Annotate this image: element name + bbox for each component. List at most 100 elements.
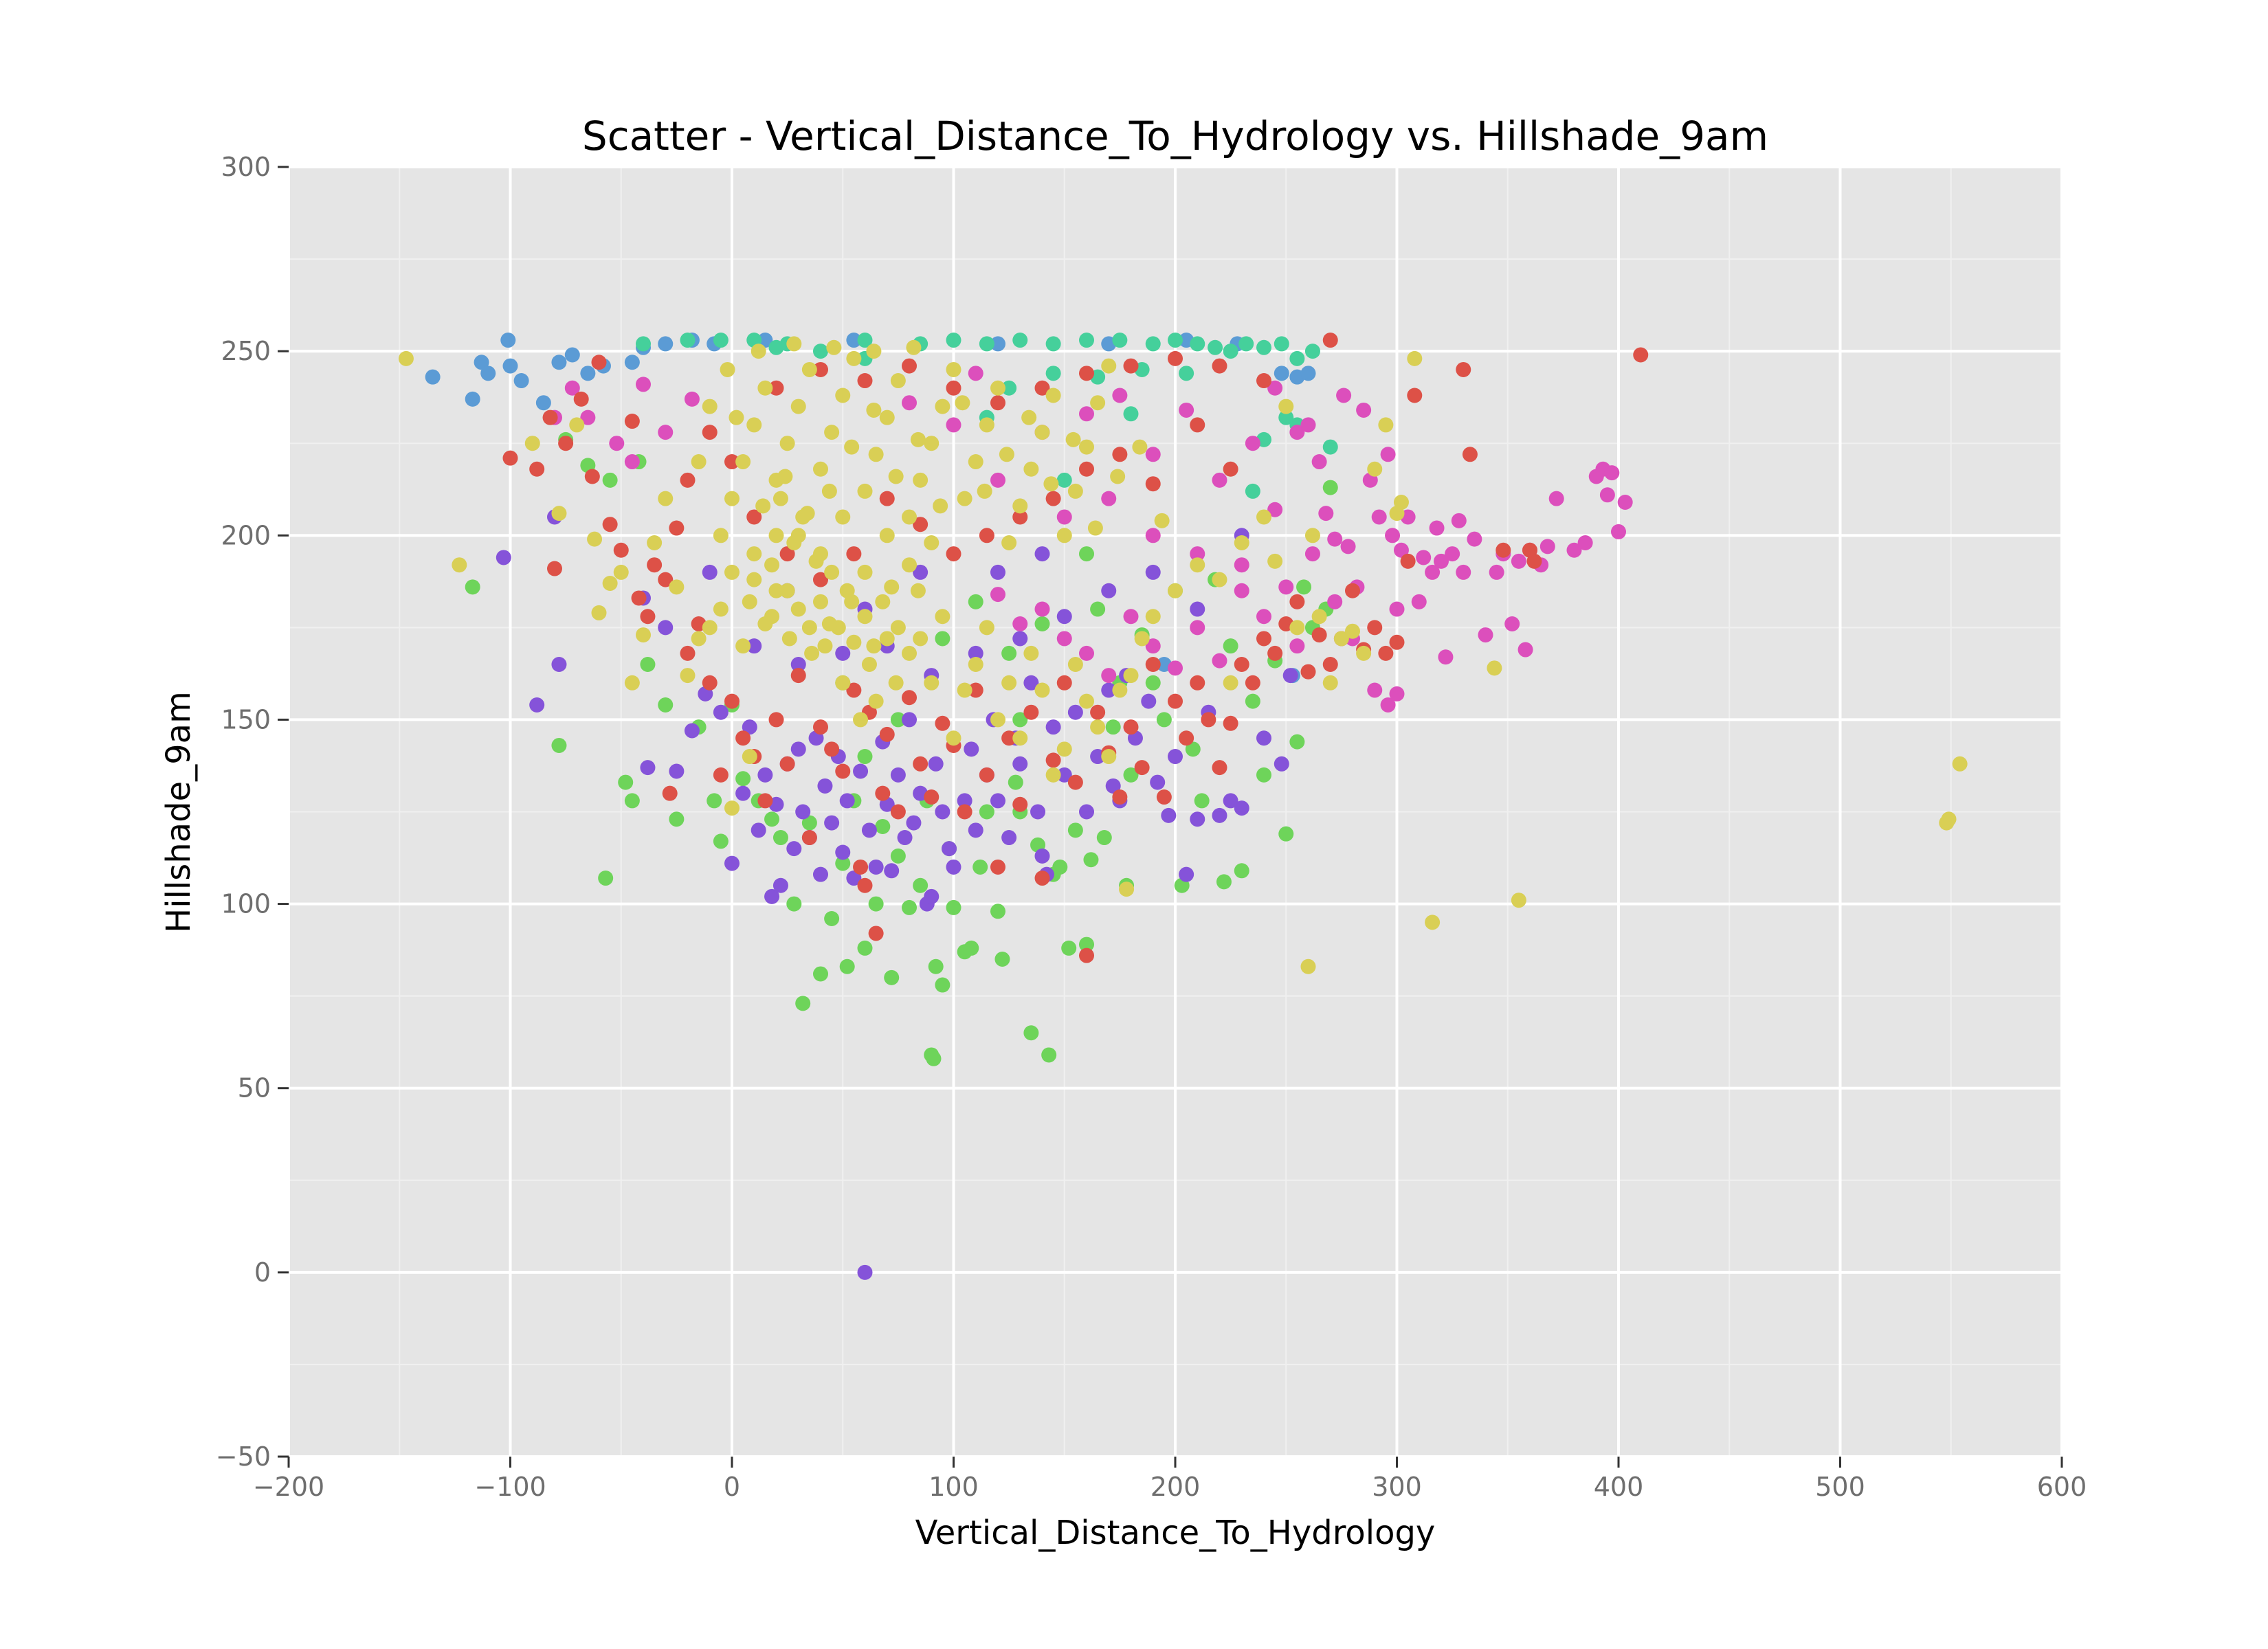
data-point bbox=[768, 583, 784, 598]
data-point bbox=[680, 668, 696, 684]
data-point bbox=[835, 509, 851, 525]
data-point bbox=[658, 620, 674, 636]
data-point bbox=[1012, 730, 1028, 746]
data-point bbox=[1256, 767, 1271, 783]
data-point bbox=[1304, 546, 1320, 562]
data-point bbox=[935, 399, 950, 414]
x-tick-label: 600 bbox=[2037, 1472, 2087, 1502]
data-point bbox=[1079, 936, 1094, 952]
data-point bbox=[890, 373, 906, 389]
data-point bbox=[1190, 620, 1205, 636]
data-point bbox=[846, 350, 862, 366]
data-point bbox=[846, 682, 862, 698]
data-point bbox=[1336, 388, 1352, 403]
data-point bbox=[801, 815, 817, 831]
data-point bbox=[636, 336, 651, 352]
data-point bbox=[1212, 760, 1227, 776]
data-point bbox=[1145, 675, 1161, 691]
data-point bbox=[772, 830, 788, 846]
data-point bbox=[1511, 553, 1526, 569]
data-point bbox=[946, 730, 961, 746]
data-point bbox=[1056, 741, 1072, 757]
data-point bbox=[1190, 811, 1205, 827]
data-point bbox=[580, 410, 596, 425]
data-point bbox=[496, 550, 511, 565]
data-point bbox=[1278, 826, 1294, 842]
data-point bbox=[1079, 366, 1094, 381]
data-point bbox=[702, 564, 718, 580]
data-point bbox=[1389, 634, 1405, 650]
data-point bbox=[1012, 631, 1028, 647]
data-point bbox=[742, 594, 757, 609]
data-point bbox=[768, 380, 784, 396]
data-point bbox=[846, 634, 862, 650]
data-point bbox=[928, 756, 944, 772]
data-point bbox=[839, 793, 855, 809]
data-point bbox=[902, 899, 917, 915]
data-point bbox=[924, 888, 940, 904]
data-point bbox=[1274, 366, 1289, 381]
data-point bbox=[1407, 388, 1423, 403]
data-point bbox=[713, 528, 729, 543]
data-point bbox=[1123, 767, 1139, 783]
data-point bbox=[1256, 373, 1271, 389]
data-point bbox=[1123, 719, 1139, 735]
data-point bbox=[1023, 675, 1039, 691]
data-point bbox=[1511, 893, 1526, 908]
data-point bbox=[979, 804, 994, 820]
data-point bbox=[1289, 425, 1305, 440]
data-point bbox=[1067, 822, 1083, 838]
data-point bbox=[1367, 682, 1383, 698]
data-point bbox=[1008, 774, 1023, 790]
data-point bbox=[1274, 336, 1289, 352]
x-tick-label: 100 bbox=[929, 1472, 979, 1502]
data-point bbox=[1223, 461, 1238, 477]
data-point bbox=[955, 395, 970, 411]
data-point bbox=[801, 361, 817, 377]
data-point bbox=[1304, 528, 1320, 543]
data-point bbox=[1001, 830, 1017, 846]
data-point bbox=[913, 756, 929, 772]
data-point bbox=[813, 866, 828, 882]
data-point bbox=[1633, 347, 1649, 363]
data-point bbox=[1112, 682, 1128, 698]
data-point bbox=[1333, 631, 1349, 647]
data-point bbox=[724, 855, 740, 871]
data-point bbox=[1012, 509, 1028, 525]
data-point bbox=[580, 366, 596, 381]
data-point bbox=[1034, 425, 1050, 440]
data-point bbox=[1101, 583, 1117, 598]
data-point bbox=[1023, 704, 1039, 720]
data-point bbox=[866, 402, 882, 418]
data-point bbox=[691, 454, 707, 470]
data-point bbox=[946, 859, 961, 875]
x-tick-label: −100 bbox=[474, 1472, 546, 1502]
data-point bbox=[902, 557, 917, 573]
data-point bbox=[764, 811, 780, 827]
data-point bbox=[1001, 675, 1017, 691]
data-point bbox=[957, 804, 972, 820]
data-point bbox=[813, 361, 828, 377]
data-point bbox=[1223, 344, 1238, 359]
data-point bbox=[1380, 447, 1396, 462]
data-point bbox=[713, 704, 729, 720]
data-point bbox=[857, 1264, 873, 1280]
data-point bbox=[1123, 668, 1139, 684]
data-point bbox=[1407, 350, 1423, 366]
data-point bbox=[868, 896, 884, 912]
data-point bbox=[935, 804, 950, 820]
data-point bbox=[636, 377, 651, 392]
data-point bbox=[1212, 807, 1227, 823]
data-point bbox=[669, 579, 685, 595]
data-point bbox=[702, 399, 718, 414]
data-point bbox=[946, 361, 961, 377]
data-point bbox=[1385, 528, 1401, 543]
data-point bbox=[826, 339, 842, 355]
data-point bbox=[602, 517, 618, 532]
data-point bbox=[1322, 675, 1338, 691]
data-point bbox=[790, 528, 806, 543]
data-point bbox=[1101, 491, 1117, 506]
data-point bbox=[1234, 800, 1249, 816]
data-point bbox=[591, 355, 607, 370]
data-point bbox=[1056, 767, 1072, 783]
